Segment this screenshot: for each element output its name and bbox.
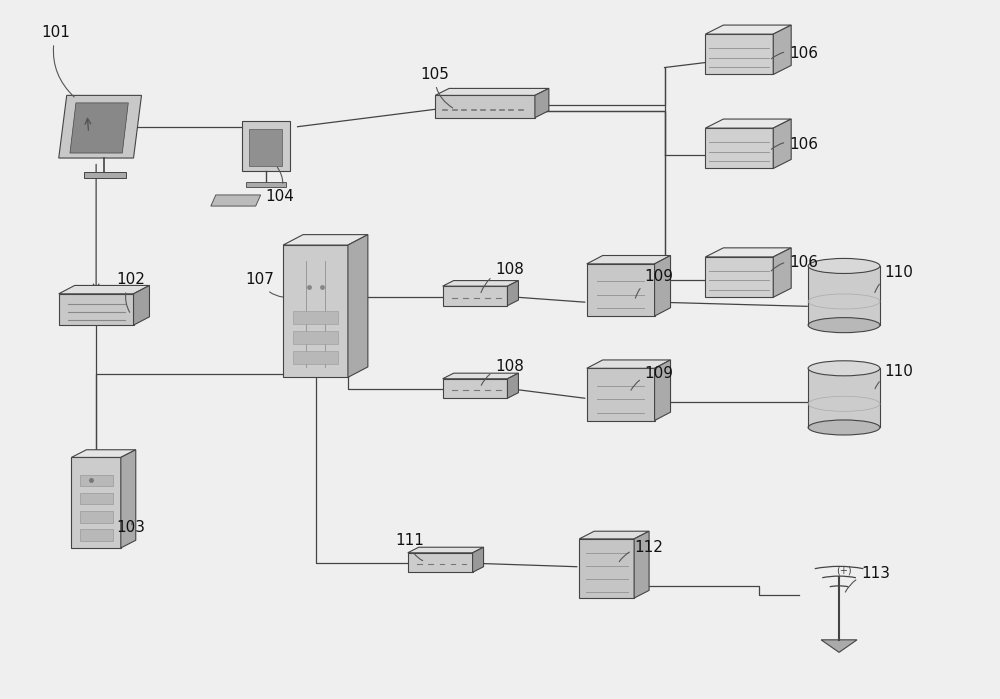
Polygon shape (705, 248, 791, 257)
Polygon shape (435, 88, 549, 95)
Polygon shape (587, 264, 655, 316)
Polygon shape (408, 553, 473, 572)
Polygon shape (587, 368, 655, 421)
Polygon shape (587, 360, 671, 368)
Text: 113: 113 (845, 566, 890, 592)
Polygon shape (249, 129, 282, 166)
Text: 112: 112 (619, 540, 664, 561)
Polygon shape (246, 182, 286, 187)
Polygon shape (705, 128, 773, 168)
Text: 104: 104 (266, 167, 295, 204)
Text: 108: 108 (481, 262, 524, 293)
Polygon shape (348, 235, 368, 377)
Polygon shape (283, 245, 348, 377)
Polygon shape (121, 449, 136, 548)
Polygon shape (443, 286, 507, 305)
Polygon shape (821, 640, 857, 652)
Text: 111: 111 (395, 533, 424, 561)
Polygon shape (655, 256, 671, 316)
Text: 110: 110 (875, 364, 913, 389)
Text: 109: 109 (631, 366, 674, 390)
Ellipse shape (808, 420, 880, 435)
Polygon shape (773, 25, 791, 75)
Polygon shape (507, 373, 518, 398)
Polygon shape (59, 285, 149, 294)
Polygon shape (293, 311, 338, 324)
Polygon shape (293, 351, 338, 364)
Polygon shape (443, 379, 507, 398)
Polygon shape (773, 248, 791, 297)
Polygon shape (705, 34, 773, 75)
Polygon shape (408, 547, 484, 553)
Polygon shape (71, 457, 121, 548)
Text: 106: 106 (771, 46, 818, 61)
Polygon shape (535, 88, 549, 117)
Polygon shape (773, 119, 791, 168)
Polygon shape (705, 25, 791, 34)
Polygon shape (84, 172, 126, 178)
Polygon shape (70, 103, 128, 153)
Polygon shape (808, 266, 880, 325)
Text: 109: 109 (635, 269, 674, 298)
Polygon shape (80, 493, 113, 505)
Polygon shape (443, 280, 518, 286)
Text: 105: 105 (420, 67, 453, 108)
Polygon shape (473, 547, 484, 572)
Polygon shape (808, 368, 880, 428)
Polygon shape (579, 539, 634, 598)
Polygon shape (705, 119, 791, 128)
Text: 102: 102 (116, 273, 145, 312)
Polygon shape (634, 531, 649, 598)
Text: 107: 107 (246, 273, 283, 297)
Text: (+): (+) (836, 565, 852, 576)
Polygon shape (59, 294, 134, 325)
Polygon shape (211, 195, 261, 206)
Polygon shape (655, 360, 671, 421)
Polygon shape (507, 280, 518, 305)
Text: 108: 108 (481, 359, 524, 385)
Polygon shape (71, 449, 136, 457)
Ellipse shape (808, 361, 880, 376)
Polygon shape (134, 285, 149, 325)
Ellipse shape (808, 259, 880, 273)
Polygon shape (579, 531, 649, 539)
Polygon shape (293, 331, 338, 345)
Polygon shape (80, 475, 113, 487)
Polygon shape (283, 235, 368, 245)
Polygon shape (587, 256, 671, 264)
Text: 103: 103 (116, 519, 145, 535)
Polygon shape (443, 373, 518, 379)
Ellipse shape (808, 317, 880, 333)
Polygon shape (705, 257, 773, 297)
Polygon shape (80, 529, 113, 541)
Polygon shape (242, 121, 290, 171)
Text: 106: 106 (771, 136, 818, 152)
Polygon shape (59, 95, 141, 158)
Polygon shape (435, 95, 535, 117)
Text: 106: 106 (771, 255, 818, 271)
Text: 101: 101 (41, 25, 74, 97)
Polygon shape (80, 511, 113, 523)
Text: 110: 110 (875, 266, 913, 293)
